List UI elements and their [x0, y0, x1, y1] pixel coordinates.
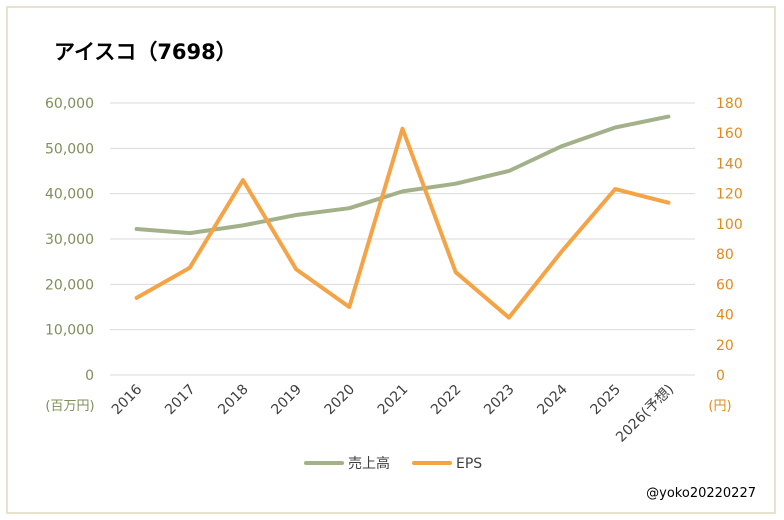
x-tick-label: 2024 [534, 381, 571, 418]
x-axis-ticks: 2016 2017 2018 2019 2020 2021 2022 2023 2024 2025… [109, 381, 677, 445]
chart-title: アイスコ（7698） [54, 40, 237, 64]
legend: 売上高 EPS [304, 455, 482, 472]
right-tick-label: 80 [716, 247, 734, 263]
right-tick-label: 100 [716, 217, 743, 233]
series-lines [134, 114, 671, 320]
left-tick-label: 20,000 [45, 277, 94, 293]
right-tick-label: 180 [716, 96, 743, 112]
right-tick-label: 20 [716, 338, 734, 354]
series-line-eps [134, 126, 671, 320]
left-tick-label: 60,000 [45, 96, 94, 112]
right-tick-label: 0 [716, 368, 725, 384]
gridlines [110, 102, 695, 376]
left-tick-label: 10,000 [45, 323, 94, 339]
right-tick-label: 160 [716, 126, 743, 142]
right-tick-label: 60 [716, 277, 734, 293]
left-tick-label: 0 [85, 368, 94, 384]
right-axis-ticks: 0 20 40 60 80 100 120 140 160 180 [716, 96, 743, 384]
credit-text: @yoko20220227 [646, 486, 756, 501]
x-tick-label: 2017 [162, 382, 199, 419]
legend-label-sales: 売上高 [348, 455, 390, 472]
x-tick-label: 2021 [375, 382, 412, 419]
right-tick-label: 140 [716, 156, 743, 172]
legend-label-eps: EPS [456, 456, 482, 472]
left-tick-label: 30,000 [45, 232, 94, 248]
right-axis-unit: (円) [708, 399, 731, 414]
x-tick-label: 2018 [215, 382, 252, 419]
x-tick-label: 2023 [481, 382, 518, 419]
left-axis-unit: (百万円) [45, 399, 94, 414]
chart-frame [6, 6, 776, 514]
left-tick-label: 40,000 [45, 187, 94, 203]
right-tick-label: 40 [716, 308, 734, 324]
x-tick-label: 2019 [268, 382, 305, 419]
x-tick-label: 2026(予想) [613, 382, 677, 446]
left-axis-ticks: 0 10,000 20,000 30,000 40,000 50,000 60,000 [45, 96, 94, 384]
x-tick-label: 2016 [109, 381, 146, 418]
x-tick-label: 2020 [322, 382, 359, 419]
left-tick-label: 50,000 [45, 141, 94, 157]
x-tick-label: 2025 [588, 382, 625, 419]
right-tick-label: 120 [716, 187, 743, 203]
x-tick-label: 2022 [428, 382, 465, 419]
series-line-sales [134, 114, 671, 236]
